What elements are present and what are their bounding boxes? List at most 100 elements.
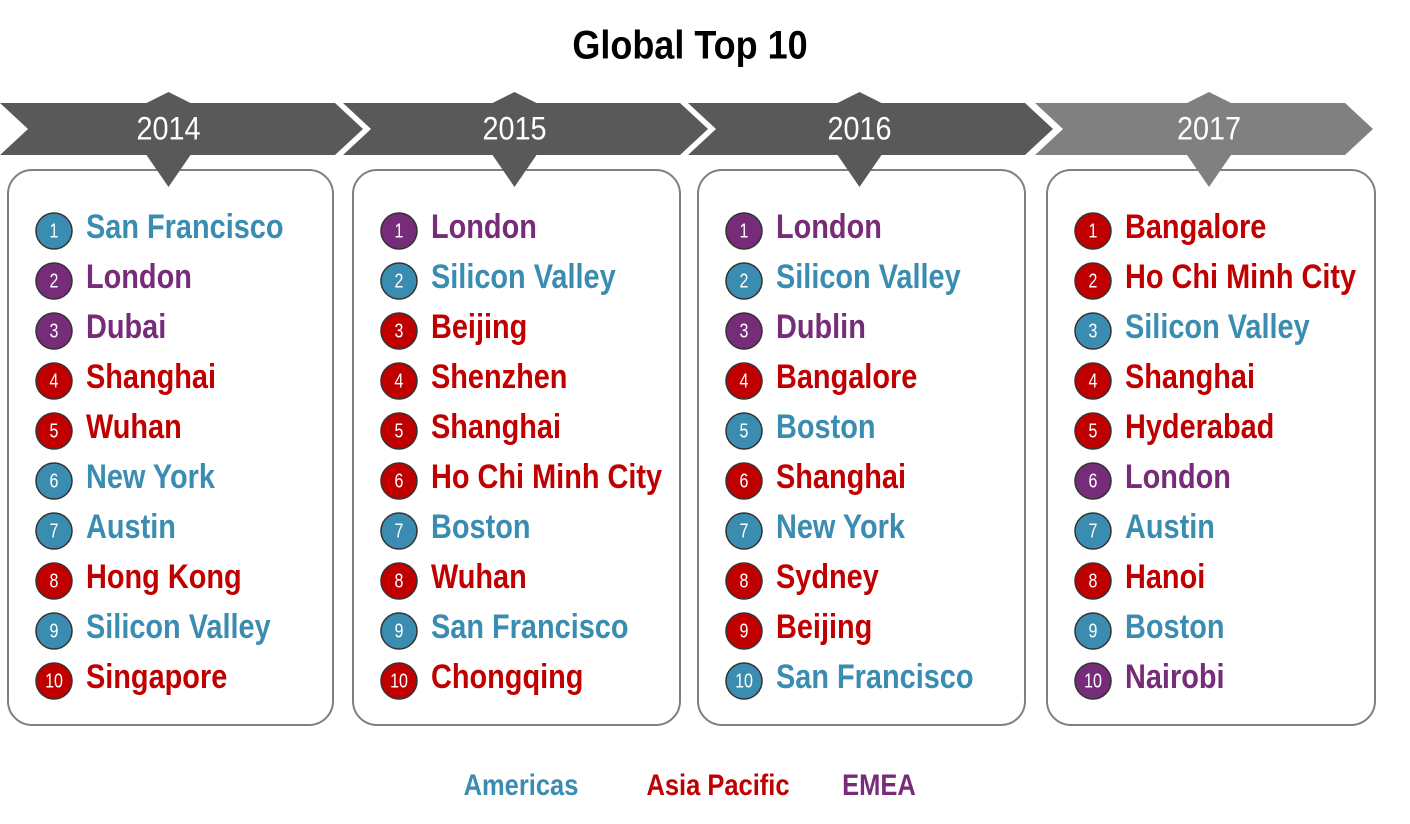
legend-label: Asia Pacific <box>646 768 789 801</box>
rank-badge <box>35 612 73 650</box>
rank-badge <box>380 212 418 250</box>
city-name: San Francisco <box>776 657 974 696</box>
city-name: Ho Chi Minh City <box>431 457 663 496</box>
city-name: London <box>1125 457 1231 496</box>
city-name: Bangalore <box>776 357 917 396</box>
rank-number: 1 <box>740 220 749 242</box>
rank-number: 7 <box>740 520 749 542</box>
rank-badge <box>380 312 418 350</box>
rank-badge <box>35 462 73 500</box>
city-name: Boston <box>1125 607 1225 646</box>
rank-badge <box>380 562 418 600</box>
rank-badge <box>725 412 763 450</box>
city-name: San Francisco <box>86 207 284 246</box>
rank-badge <box>725 562 763 600</box>
rank-badge <box>725 462 763 500</box>
rank-number: 5 <box>1089 420 1098 442</box>
rank-number: 1 <box>1089 220 1098 242</box>
rank-badge <box>1074 262 1112 300</box>
city-name: Silicon Valley <box>431 257 616 296</box>
city-name: Dubai <box>86 307 166 346</box>
year-label: 2017 <box>1177 111 1241 147</box>
city-name: Ho Chi Minh City <box>1125 257 1357 296</box>
rank-badge <box>1074 612 1112 650</box>
rank-number: 7 <box>395 520 404 542</box>
rank-badge <box>1074 562 1112 600</box>
rank-number: 2 <box>1089 270 1098 292</box>
rank-number: 3 <box>395 320 404 342</box>
city-name: London <box>776 207 882 246</box>
year-label: 2014 <box>136 111 200 147</box>
rank-number: 3 <box>1089 320 1098 342</box>
rank-badge <box>35 512 73 550</box>
rank-number: 10 <box>1084 670 1102 692</box>
rank-number: 2 <box>740 270 749 292</box>
city-name: Wuhan <box>431 557 527 596</box>
year-label: 2016 <box>827 111 891 147</box>
rank-badge <box>380 662 418 700</box>
city-name: Austin <box>86 507 176 546</box>
rank-number: 7 <box>1089 520 1098 542</box>
city-name: Boston <box>431 507 531 546</box>
rank-badge <box>725 312 763 350</box>
title: Global Top 10 <box>572 24 807 68</box>
city-name: Silicon Valley <box>776 257 961 296</box>
rank-badge <box>380 412 418 450</box>
rank-number: 7 <box>50 520 59 542</box>
rank-number: 6 <box>1089 470 1098 492</box>
city-name: Chongqing <box>431 657 583 696</box>
rank-badge <box>35 312 73 350</box>
city-name: Wuhan <box>86 407 182 446</box>
rank-badge <box>35 562 73 600</box>
city-name: Shenzhen <box>431 357 567 396</box>
rank-badge <box>725 512 763 550</box>
city-name: Bangalore <box>1125 207 1266 246</box>
rank-number: 9 <box>50 620 59 642</box>
city-name: Hyderabad <box>1125 407 1274 446</box>
rank-number: 6 <box>50 470 59 492</box>
rank-number: 1 <box>395 220 404 242</box>
rank-number: 2 <box>395 270 404 292</box>
rank-number: 6 <box>740 470 749 492</box>
city-name: Dublin <box>776 307 866 346</box>
rank-badge <box>1074 662 1112 700</box>
city-name: Nairobi <box>1125 657 1225 696</box>
city-name: Hong Kong <box>86 557 242 596</box>
rank-badge <box>35 412 73 450</box>
rank-badge <box>35 212 73 250</box>
rank-number: 8 <box>395 570 404 592</box>
rank-badge <box>1074 512 1112 550</box>
rank-number: 10 <box>390 670 408 692</box>
rank-badge <box>725 612 763 650</box>
rank-number: 8 <box>1089 570 1098 592</box>
rank-number: 3 <box>50 320 59 342</box>
year-arrow <box>1035 92 1373 187</box>
city-name: Beijing <box>431 307 527 346</box>
rank-badge <box>725 362 763 400</box>
legend-label: EMEA <box>842 768 916 801</box>
rank-number: 8 <box>50 570 59 592</box>
rank-number: 4 <box>50 370 59 392</box>
city-name: Singapore <box>86 657 227 696</box>
rank-number: 10 <box>735 670 753 692</box>
year-label: 2015 <box>482 111 546 147</box>
city-name: New York <box>86 457 215 496</box>
rank-badge <box>1074 462 1112 500</box>
city-name: New York <box>776 507 905 546</box>
legend-label: Americas <box>464 768 579 801</box>
rank-number: 8 <box>740 570 749 592</box>
city-name: Beijing <box>776 607 872 646</box>
rank-number: 3 <box>740 320 749 342</box>
rank-number: 9 <box>395 620 404 642</box>
city-name: London <box>431 207 537 246</box>
city-name: Shanghai <box>776 457 906 496</box>
rank-number: 4 <box>1089 370 1098 392</box>
rank-badge <box>1074 312 1112 350</box>
city-name: London <box>86 257 192 296</box>
rank-badge <box>380 362 418 400</box>
rank-badge <box>380 462 418 500</box>
city-name: Sydney <box>776 557 879 596</box>
year-arrow <box>343 92 708 187</box>
rank-number: 1 <box>50 220 59 242</box>
